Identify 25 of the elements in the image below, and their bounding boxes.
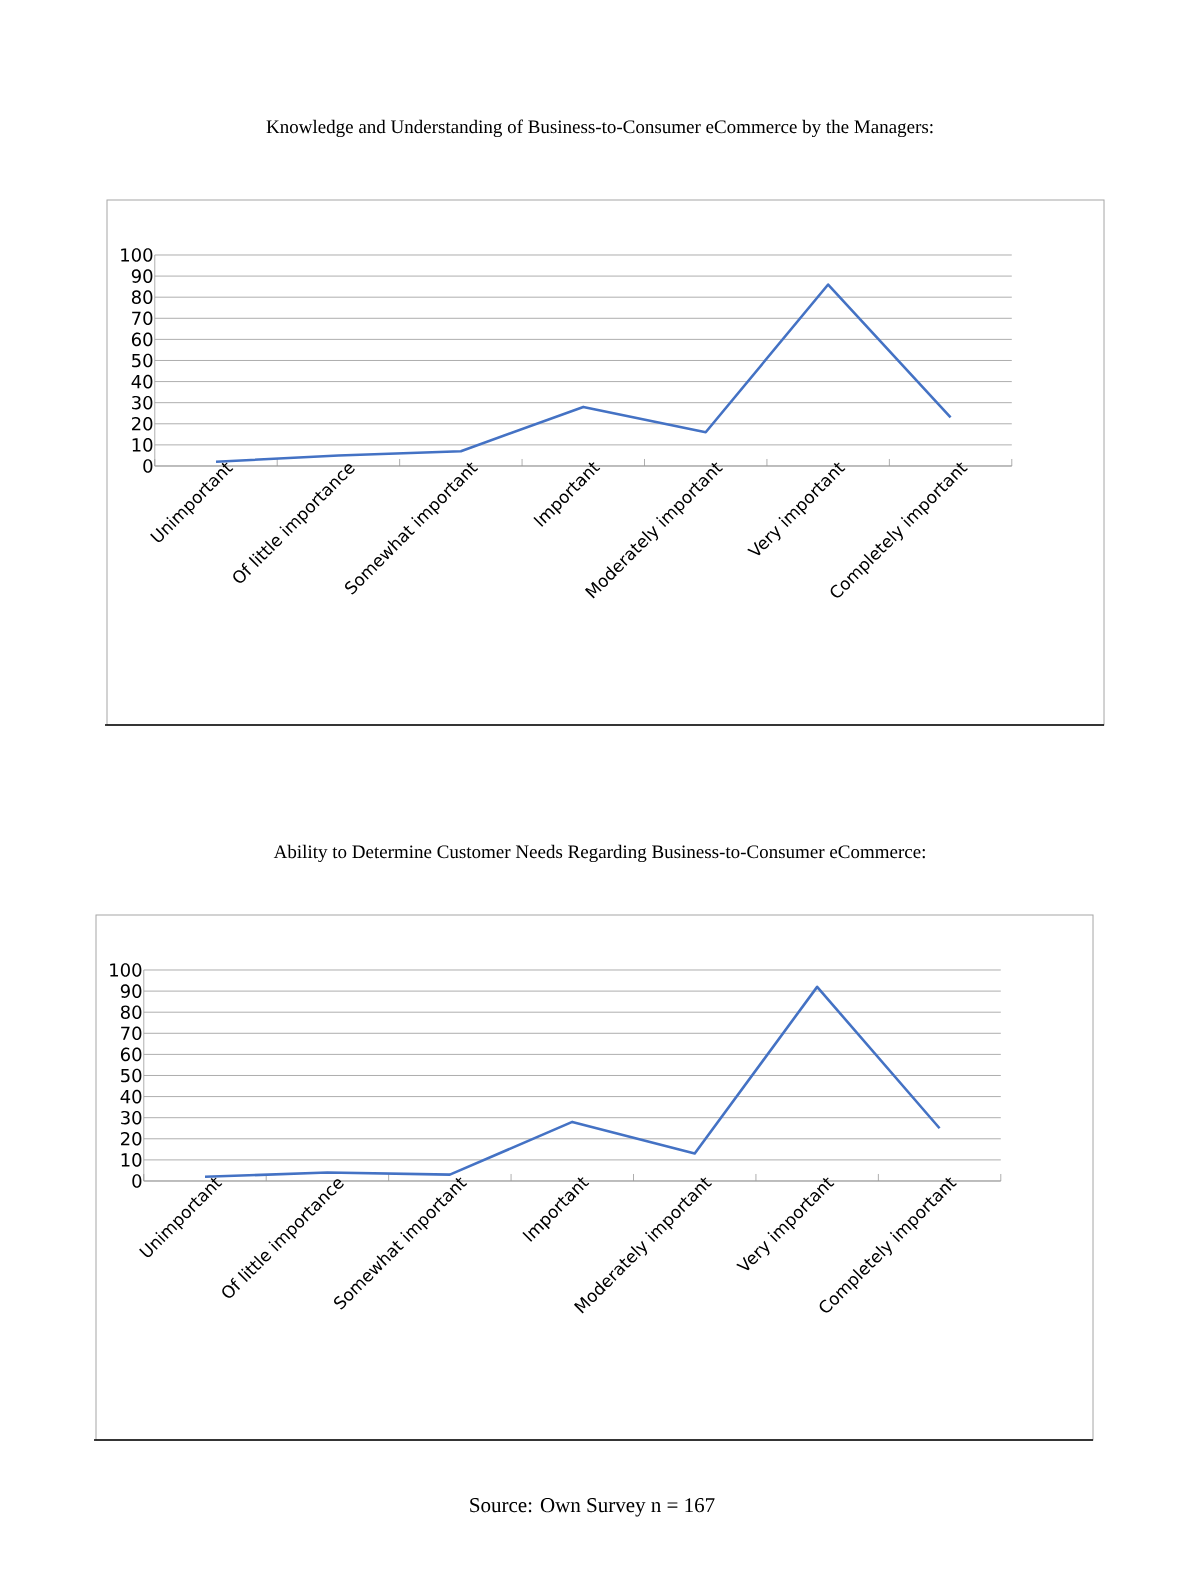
line-series [203,985,941,1179]
y-tick-label: 40 [131,374,153,389]
y-tick-label: 30 [132,395,153,410]
y-tick-label: 80 [131,290,153,304]
y-tick-label: 70 [132,311,153,326]
y-tick-label: 60 [131,332,153,347]
y-tick-label: 90 [120,984,142,998]
y-tick-label: 100 [121,248,153,262]
y-tick-label: 70 [121,1026,142,1041]
y-tick-label: 20 [121,1131,142,1146]
chart-title: Knowledge and Understanding of Business-to-Consumer eCommerce by the Managers: [266,119,933,138]
y-tick-label: 40 [120,1089,142,1104]
y-tick-label: 50 [132,353,153,368]
y-tick-label: 10 [121,1153,142,1167]
y-tick-label: 30 [121,1110,142,1125]
chart-title: Ability to Determine Customer Needs Regarding Business-to-Consumer eCommerce: [273,844,925,863]
y-tick-label: 90 [131,269,153,283]
line-series [214,283,952,464]
y-tick-label: 10 [132,438,153,452]
source-note: Source: Own Survey n = 167 [470,1498,715,1517]
y-tick-label: 20 [132,416,153,431]
y-tick-label: 50 [121,1068,142,1083]
y-tick-label: 80 [120,1005,142,1019]
y-tick-label: 100 [110,963,142,977]
y-tick-label: 60 [120,1047,142,1062]
